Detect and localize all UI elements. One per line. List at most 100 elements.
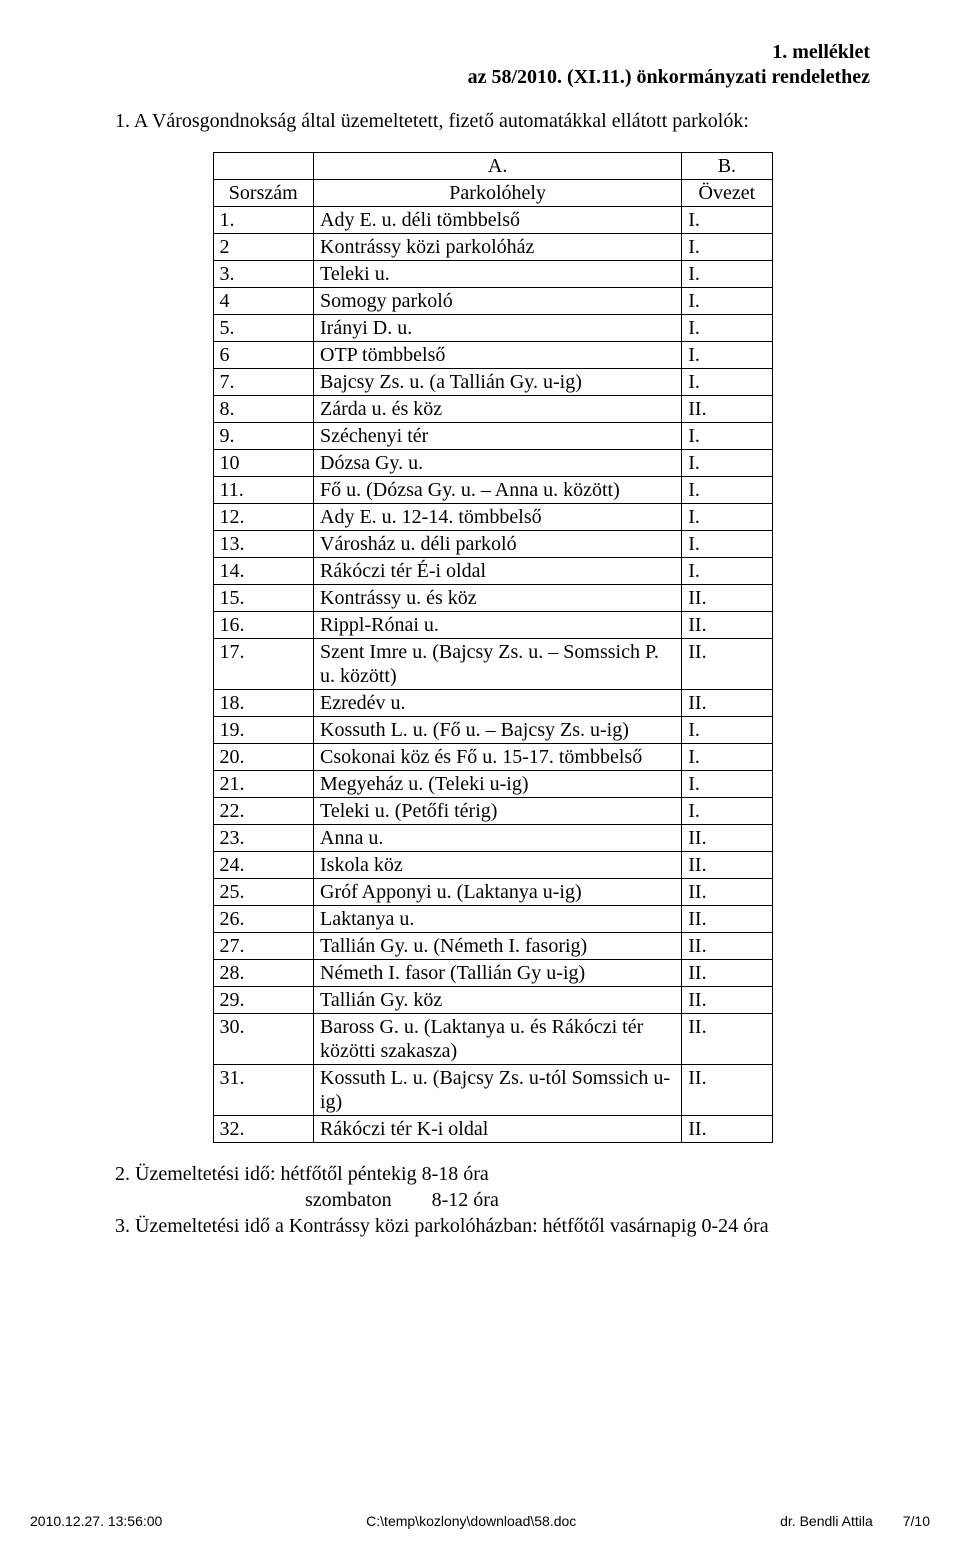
cell-parkolohely: Fő u. (Dózsa Gy. u. – Anna u. között)	[314, 477, 682, 504]
table-row: 17.Szent Imre u. (Bajcsy Zs. u. – Somssi…	[213, 639, 772, 690]
cell-sorszam: 12.	[213, 504, 314, 531]
note-line1: 2. Üzemeltetési idő: hétfőtől péntekig 8…	[115, 1161, 870, 1187]
cell-sorszam: 9.	[213, 423, 314, 450]
table-row: 24.Iskola közII.	[213, 852, 772, 879]
cell-sorszam: 11.	[213, 477, 314, 504]
table-row: 19.Kossuth L. u. (Fő u. – Bajcsy Zs. u-i…	[213, 717, 772, 744]
table-row: 21.Megyeház u. (Teleki u-ig)I.	[213, 771, 772, 798]
cell-parkolohely: Ezredév u.	[314, 690, 682, 717]
table-row: 11.Fő u. (Dózsa Gy. u. – Anna u. között)…	[213, 477, 772, 504]
cell-sorszam: 1.	[213, 207, 314, 234]
cell-ovezet: II.	[682, 396, 772, 423]
cell-parkolohely: Rákóczi tér É-i oldal	[314, 558, 682, 585]
table-row: 3.Teleki u.I.	[213, 261, 772, 288]
table-row: 25.Gróf Apponyi u. (Laktanya u-ig)II.	[213, 879, 772, 906]
cell-sorszam: 5.	[213, 315, 314, 342]
table-row: 30.Baross G. u. (Laktanya u. és Rákóczi …	[213, 1014, 772, 1065]
cell-parkolohely: Bajcsy Zs. u. (a Tallián Gy. u-ig)	[314, 369, 682, 396]
cell-sorszam: 17.	[213, 639, 314, 690]
subheader-ovezet: Övezet	[682, 180, 772, 207]
table-row: 9.Széchenyi térI.	[213, 423, 772, 450]
cell-ovezet: I.	[682, 207, 772, 234]
cell-ovezet: II.	[682, 612, 772, 639]
table-row: 8.Zárda u. és közII.	[213, 396, 772, 423]
cell-parkolohely: Iskola köz	[314, 852, 682, 879]
cell-ovezet: II.	[682, 987, 772, 1014]
cell-parkolohely: Tallián Gy. köz	[314, 987, 682, 1014]
table-row: 5.Irányi D. u.I.	[213, 315, 772, 342]
cell-sorszam: 22.	[213, 798, 314, 825]
table-row: 12.Ady E. u. 12-14. tömbbelsőI.	[213, 504, 772, 531]
cell-ovezet: I.	[682, 744, 772, 771]
cell-ovezet: II.	[682, 960, 772, 987]
cell-ovezet: I.	[682, 558, 772, 585]
cell-sorszam: 3.	[213, 261, 314, 288]
cell-parkolohely: OTP tömbbelső	[314, 342, 682, 369]
table-row: 22.Teleki u. (Petőfi térig)I.	[213, 798, 772, 825]
table-row: 27.Tallián Gy. u. (Németh I. fasorig)II.	[213, 933, 772, 960]
cell-parkolohely: Somogy parkoló	[314, 288, 682, 315]
cell-sorszam: 26.	[213, 906, 314, 933]
table-row: 29.Tallián Gy. közII.	[213, 987, 772, 1014]
cell-sorszam: 15.	[213, 585, 314, 612]
cell-parkolohely: Szent Imre u. (Bajcsy Zs. u. – Somssich …	[314, 639, 682, 690]
cell-sorszam: 24.	[213, 852, 314, 879]
cell-ovezet: I.	[682, 477, 772, 504]
cell-parkolohely: Németh I. fasor (Tallián Gy u-ig)	[314, 960, 682, 987]
appendix-line2: az 58/2010. (XI.11.) önkormányzati rende…	[115, 65, 870, 90]
cell-parkolohely: Kossuth L. u. (Fő u. – Bajcsy Zs. u-ig)	[314, 717, 682, 744]
cell-parkolohely: Zárda u. és köz	[314, 396, 682, 423]
header-b: B.	[682, 153, 772, 180]
cell-parkolohely: Ady E. u. 12-14. tömbbelső	[314, 504, 682, 531]
cell-parkolohely: Irányi D. u.	[314, 315, 682, 342]
cell-ovezet: I.	[682, 450, 772, 477]
cell-parkolohely: Anna u.	[314, 825, 682, 852]
cell-sorszam: 10	[213, 450, 314, 477]
cell-sorszam: 27.	[213, 933, 314, 960]
table-row: 23.Anna u.II.	[213, 825, 772, 852]
subheader-sorszam: Sorszám	[213, 180, 314, 207]
cell-parkolohely: Széchenyi tér	[314, 423, 682, 450]
cell-sorszam: 32.	[213, 1116, 314, 1143]
cell-sorszam: 18.	[213, 690, 314, 717]
cell-sorszam: 29.	[213, 987, 314, 1014]
cell-parkolohely: Városház u. déli parkoló	[314, 531, 682, 558]
cell-sorszam: 21.	[213, 771, 314, 798]
parking-table: A. B. Sorszám Parkolóhely Övezet 1.Ady E…	[213, 152, 773, 1143]
page-footer: 2010.12.27. 13:56:00 C:\temp\kozlony\dow…	[30, 1513, 930, 1529]
table-row: 31.Kossuth L. u. (Bajcsy Zs. u-tól Somss…	[213, 1065, 772, 1116]
appendix-line1: 1. melléklet	[115, 40, 870, 65]
appendix-header: 1. melléklet az 58/2010. (XI.11.) önkorm…	[115, 40, 870, 90]
cell-parkolohely: Teleki u. (Petőfi térig)	[314, 798, 682, 825]
intro-text: 1. A Városgondnokság által üzemeltetett,…	[115, 108, 870, 134]
cell-ovezet: II.	[682, 585, 772, 612]
table-row: 13.Városház u. déli parkolóI.	[213, 531, 772, 558]
table-row: 10Dózsa Gy. u.I.	[213, 450, 772, 477]
cell-ovezet: I.	[682, 315, 772, 342]
cell-sorszam: 16.	[213, 612, 314, 639]
cell-parkolohely: Rákóczi tér K-i oldal	[314, 1116, 682, 1143]
table-wrap: A. B. Sorszám Parkolóhely Övezet 1.Ady E…	[213, 152, 773, 1143]
cell-sorszam: 8.	[213, 396, 314, 423]
cell-ovezet: II.	[682, 906, 772, 933]
cell-parkolohely: Csokonai köz és Fő u. 15-17. tömbbelső	[314, 744, 682, 771]
table-row: 1.Ady E. u. déli tömbbelsőI.	[213, 207, 772, 234]
cell-sorszam: 14.	[213, 558, 314, 585]
footer-path: C:\temp\kozlony\download\58.doc	[162, 1513, 780, 1529]
header-a: A.	[314, 153, 682, 180]
cell-ovezet: I.	[682, 261, 772, 288]
cell-sorszam: 28.	[213, 960, 314, 987]
notes: 2. Üzemeltetési idő: hétfőtől péntekig 8…	[115, 1161, 870, 1239]
footer-left: 2010.12.27. 13:56:00	[30, 1513, 162, 1529]
cell-ovezet: I.	[682, 234, 772, 261]
cell-sorszam: 19.	[213, 717, 314, 744]
cell-parkolohely: Tallián Gy. u. (Németh I. fasorig)	[314, 933, 682, 960]
header-blank	[213, 153, 314, 180]
table-body: 1.Ady E. u. déli tömbbelsőI.2Kontrássy k…	[213, 207, 772, 1143]
table-row: 4Somogy parkolóI.	[213, 288, 772, 315]
cell-parkolohely: Laktanya u.	[314, 906, 682, 933]
table-row: 28.Németh I. fasor (Tallián Gy u-ig)II.	[213, 960, 772, 987]
cell-parkolohely: Ady E. u. déli tömbbelső	[314, 207, 682, 234]
table-header-row: A. B.	[213, 153, 772, 180]
cell-ovezet: II.	[682, 639, 772, 690]
